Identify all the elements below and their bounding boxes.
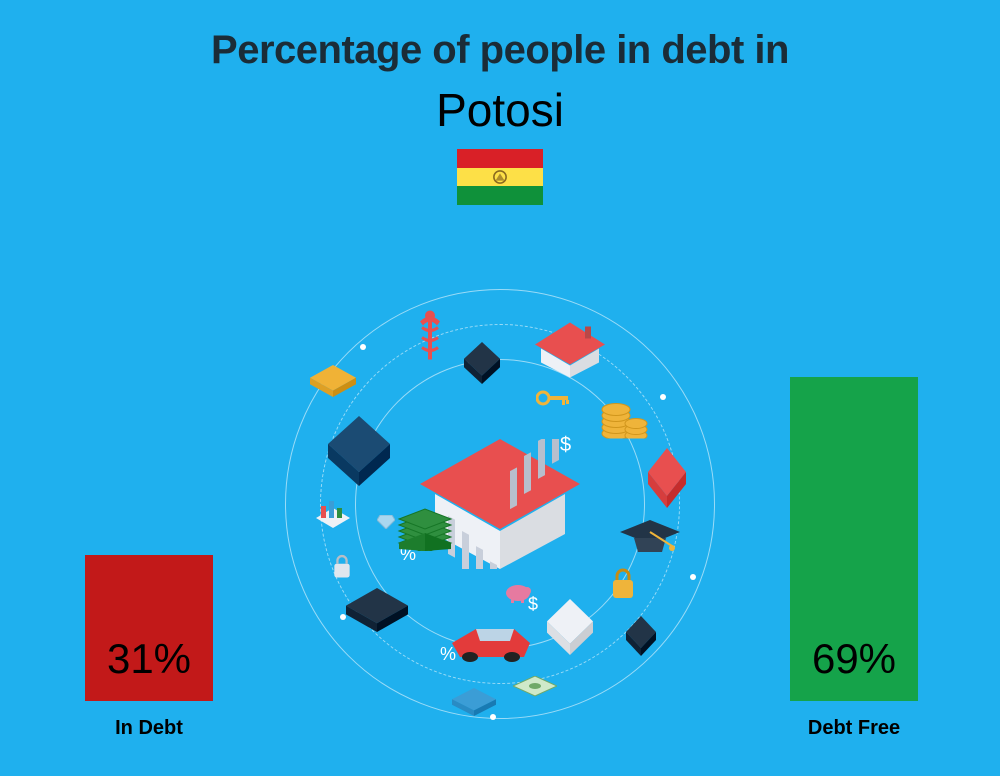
bar-group-in_debt: 31% In Debt — [85, 555, 213, 740]
flag-emblem-icon — [491, 168, 509, 186]
bar-debt_free: 69% — [790, 377, 918, 701]
page-subtitle: Potosi — [0, 83, 1000, 137]
subtitle-text: Potosi — [436, 84, 564, 136]
bar-group-debt_free: 69% Debt Free — [790, 377, 918, 740]
bar-in_debt: 31% — [85, 555, 213, 701]
page-title: Percentage of people in debt in — [0, 0, 1000, 73]
bar-value-debt_free: 69% — [812, 635, 896, 683]
bar-chart: 31% In Debt 69% Debt Free — [0, 220, 1000, 740]
flag-stripe-top — [457, 149, 543, 168]
title-text: Percentage of people in debt in — [211, 28, 789, 72]
bar-label-debt_free: Debt Free — [808, 717, 900, 740]
bar-value-in_debt: 31% — [107, 635, 191, 683]
flag-stripe-bot — [457, 186, 543, 205]
bolivia-flag-icon — [457, 149, 543, 205]
bar-label-in_debt: In Debt — [115, 717, 183, 740]
